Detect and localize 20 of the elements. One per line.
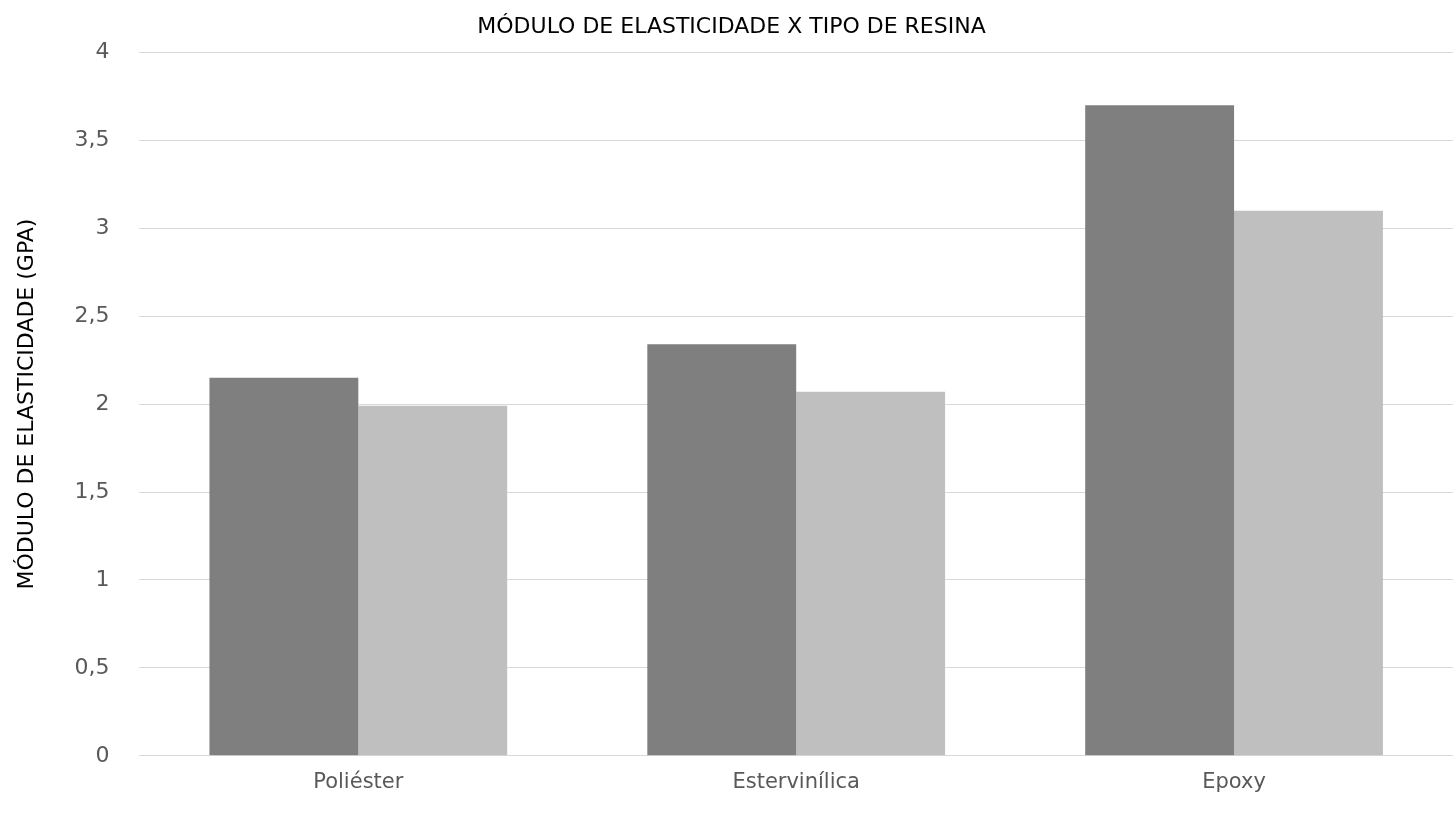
x-tick-label: Epoxy bbox=[1202, 768, 1266, 793]
bar bbox=[1085, 105, 1235, 756]
y-tick-label: 0,5 bbox=[74, 653, 110, 679]
y-tick-label: 0 bbox=[95, 741, 110, 767]
x-tick-label: Poliéster bbox=[313, 768, 404, 793]
y-tick-label: 3 bbox=[95, 213, 110, 239]
chart-title: MÓDULO DE ELASTICIDADE X TIPO DE RESINA bbox=[477, 12, 986, 38]
y-tick-label: 2 bbox=[95, 389, 110, 415]
y-axis-title: MÓDULO DE ELASTICIDADE (GPA) bbox=[12, 218, 38, 590]
y-tick-label: 3,5 bbox=[74, 126, 110, 152]
bar bbox=[209, 377, 359, 756]
bar bbox=[358, 405, 508, 756]
bar bbox=[1234, 210, 1383, 756]
y-tick-label: 1 bbox=[95, 565, 110, 591]
bar bbox=[796, 391, 946, 756]
y-tick-label: 2,5 bbox=[74, 301, 110, 327]
x-tick-label: Estervinílica bbox=[732, 768, 860, 793]
y-tick-label: 4 bbox=[95, 38, 110, 64]
y-tick-label: 1,5 bbox=[74, 477, 110, 503]
bar bbox=[647, 344, 797, 756]
